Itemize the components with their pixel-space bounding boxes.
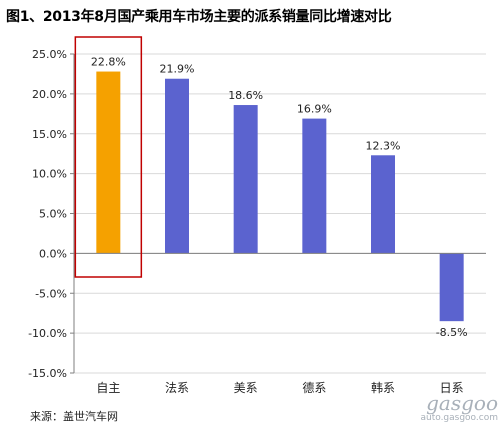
y-tick-label: 15.0% (32, 128, 67, 141)
y-tick-label: 5.0% (39, 208, 67, 221)
bar (165, 78, 189, 254)
x-tick-label: 自主 (96, 381, 120, 395)
bar (371, 155, 395, 254)
y-tick-label: -15.0% (28, 367, 67, 380)
bar (96, 71, 121, 254)
x-tick-label: 韩系 (371, 380, 395, 395)
data-label: 16.9% (297, 103, 332, 116)
chart-title: 图1、2013年8月国产乘用车市场主要的派系销量同比增速对比 (6, 9, 392, 25)
data-label: 12.3% (366, 139, 401, 152)
bar (233, 105, 258, 254)
bar (439, 253, 464, 322)
highlight-box (74, 36, 143, 278)
data-label: 22.8% (91, 56, 126, 69)
data-label: 21.9% (160, 63, 195, 76)
watermark-site: auto.gasgoo.com (420, 413, 498, 423)
data-label: 18.6% (228, 89, 263, 102)
y-tick-label: 0.0% (39, 247, 67, 260)
y-tick-label: 10.0% (32, 168, 67, 181)
y-tick-label: -10.0% (28, 327, 67, 340)
data-label: -8.5% (436, 326, 468, 339)
y-tick-label: -5.0% (35, 287, 67, 300)
watermark-brand: gasgoo (426, 391, 498, 415)
watermark-logo: gasgoo auto.gasgoo.com (406, 393, 498, 424)
x-tick-label: 德系 (302, 380, 326, 395)
bar (302, 118, 327, 254)
x-tick-label: 法系 (165, 381, 189, 395)
y-tick-label: 25.0% (32, 48, 67, 61)
y-tick-label: 20.0% (32, 88, 67, 101)
source-note: 来源：盖世汽车网 (30, 410, 118, 423)
x-tick-label: 日系 (440, 381, 464, 395)
x-tick-label: 美系 (234, 381, 258, 395)
